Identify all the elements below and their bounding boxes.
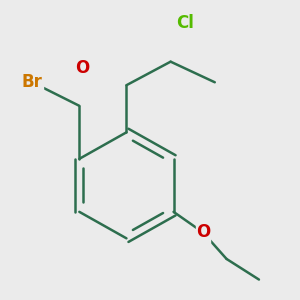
Text: O: O xyxy=(196,224,210,242)
Bar xyxy=(196,222,210,244)
Bar xyxy=(22,72,43,94)
Text: Br: Br xyxy=(22,73,43,91)
Bar xyxy=(76,57,89,79)
Text: O: O xyxy=(75,58,89,76)
Bar xyxy=(175,13,196,35)
Text: Cl: Cl xyxy=(176,14,194,32)
